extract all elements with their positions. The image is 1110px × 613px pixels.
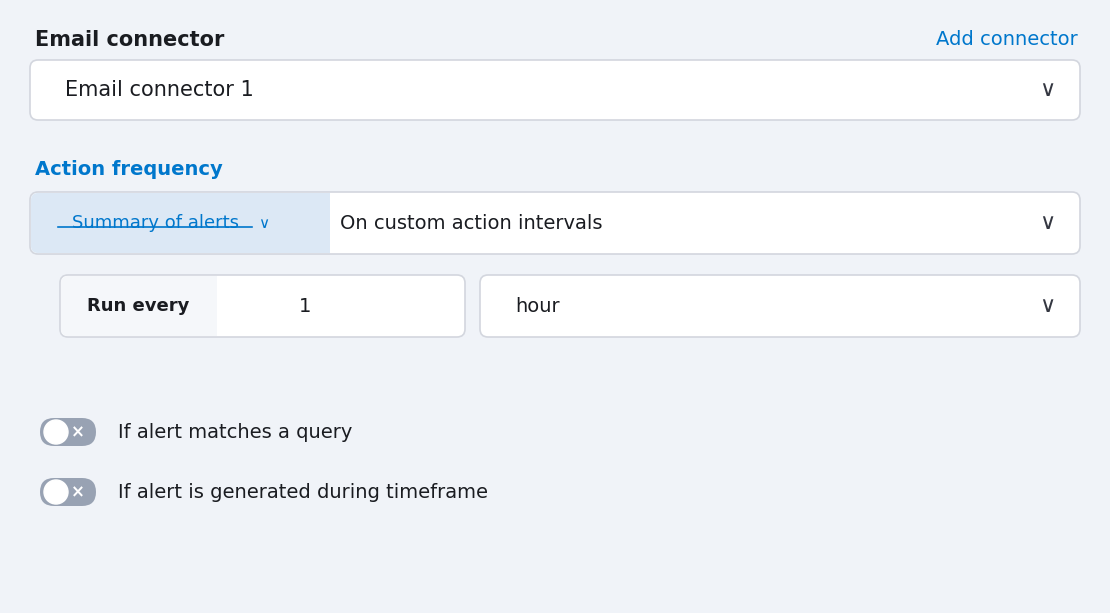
Text: On custom action intervals: On custom action intervals — [340, 213, 603, 232]
Text: hour: hour — [515, 297, 559, 316]
Text: Action frequency: Action frequency — [36, 160, 223, 179]
Text: If alert is generated during timeframe: If alert is generated during timeframe — [118, 482, 488, 501]
Text: ∨: ∨ — [1039, 80, 1054, 100]
FancyBboxPatch shape — [40, 418, 95, 446]
FancyBboxPatch shape — [30, 60, 1080, 120]
Bar — [138, 276, 216, 336]
Text: Summary of alerts: Summary of alerts — [71, 214, 239, 232]
Bar — [178, 193, 330, 253]
Text: ×: × — [71, 483, 85, 501]
Text: ×: × — [71, 423, 85, 441]
FancyBboxPatch shape — [40, 478, 95, 506]
Text: Add connector: Add connector — [936, 30, 1078, 49]
FancyBboxPatch shape — [30, 192, 1080, 254]
Text: Email connector: Email connector — [36, 30, 224, 50]
FancyBboxPatch shape — [60, 275, 465, 337]
Text: Email connector 1: Email connector 1 — [65, 80, 254, 100]
Circle shape — [44, 420, 68, 444]
Circle shape — [44, 480, 68, 504]
Text: 1: 1 — [299, 297, 311, 316]
FancyBboxPatch shape — [61, 276, 216, 336]
Text: ∨: ∨ — [1039, 213, 1054, 233]
Text: If alert matches a query: If alert matches a query — [118, 422, 352, 441]
Text: ∨: ∨ — [1039, 296, 1054, 316]
Text: Run every: Run every — [87, 297, 189, 315]
Text: ∨: ∨ — [258, 216, 269, 230]
FancyBboxPatch shape — [31, 193, 326, 253]
FancyBboxPatch shape — [480, 275, 1080, 337]
